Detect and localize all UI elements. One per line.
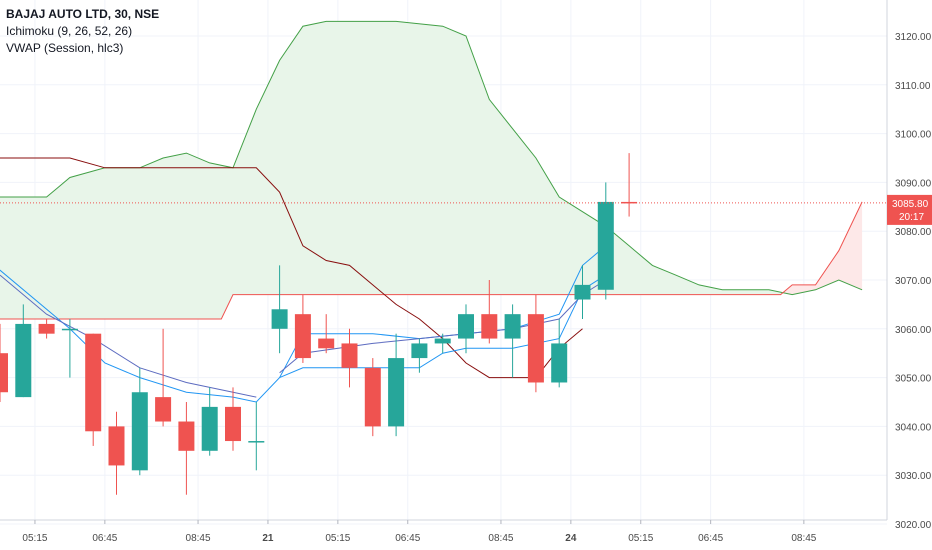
- price-tag: 3085.80 20:17: [887, 194, 932, 225]
- legend-ichimoku[interactable]: Ichimoku (9, 26, 52, 26): [6, 24, 133, 38]
- candle: [61, 319, 78, 378]
- price-tick-label: 3050.00: [895, 374, 932, 385]
- candle: [551, 319, 568, 388]
- candle-body: [458, 314, 474, 339]
- price-tick-label: 3090.00: [895, 178, 932, 189]
- time-tick-label: 06:45: [395, 533, 420, 544]
- candle: [155, 328, 172, 427]
- price-tick-label: 3030.00: [895, 471, 932, 482]
- candle: [411, 338, 428, 373]
- candle: [201, 387, 218, 456]
- candle-body: [551, 343, 568, 383]
- legend-vwap[interactable]: VWAP (Session, hlc3): [6, 41, 124, 55]
- time-tick-label: 05:15: [22, 533, 47, 544]
- candle: [574, 265, 591, 320]
- candle: [15, 304, 32, 398]
- price-tick-label: 3100.00: [895, 130, 932, 141]
- time-tick-label: 21: [262, 533, 274, 544]
- candle-body: [504, 314, 521, 339]
- candle-body: [294, 314, 311, 359]
- candle: [108, 411, 125, 495]
- candle: [318, 314, 335, 354]
- candle-body: [38, 323, 55, 334]
- candle: [0, 323, 8, 402]
- candle: [131, 367, 148, 476]
- candle: [294, 294, 311, 363]
- time-tick-label: 05:15: [628, 533, 653, 544]
- candle-body: [131, 392, 148, 471]
- candle: [504, 304, 521, 378]
- price-tick-label: 3080.00: [895, 227, 932, 238]
- time-tick-label: 06:45: [698, 533, 723, 544]
- plot-area: [0, 0, 887, 525]
- candle-body: [201, 406, 218, 451]
- candle-body: [597, 201, 614, 290]
- time-tick-label: 08:45: [186, 533, 211, 544]
- candle-body: [481, 314, 498, 339]
- candle-body: [388, 358, 405, 427]
- price-tag-value: 3085.80: [892, 199, 929, 210]
- candle-body: [108, 426, 125, 466]
- price-tick-label: 3020.00: [895, 520, 932, 531]
- candle-body: [364, 367, 381, 427]
- candle: [85, 333, 102, 446]
- time-tick-label: 06:45: [92, 533, 117, 544]
- candle: [341, 328, 358, 388]
- price-tick-label: 3070.00: [895, 276, 932, 287]
- candle-body: [178, 421, 195, 451]
- cloud-bullish: [0, 21, 783, 319]
- ichimoku-span-b-line: [0, 201, 863, 320]
- time-axis: 05:15 06:45 08:45 21 05:15 06:45 08:45 24 05:15 0…: [0, 519, 887, 544]
- price-tick-label: 3110.00: [895, 81, 931, 92]
- price-tick-label: 3120.00: [895, 32, 932, 43]
- candle: [38, 319, 55, 339]
- ichimoku-kijun-line: [0, 157, 583, 379]
- candle: [248, 402, 265, 471]
- candle-body: [527, 314, 544, 383]
- candle-body: [318, 338, 335, 349]
- candle: [458, 304, 474, 354]
- time-tick-label: 24: [565, 533, 577, 544]
- candle-body: [411, 343, 428, 359]
- candle-body: [61, 328, 78, 331]
- price-tag-countdown: 20:17: [899, 212, 924, 223]
- candle-body: [225, 406, 241, 442]
- candle: [597, 182, 614, 300]
- legend-symbol[interactable]: BAJAJ AUTO LTD, 30, NSE: [6, 7, 160, 21]
- candle-body: [574, 284, 591, 300]
- chart-legend: BAJAJ AUTO LTD, 30, NSE Ichimoku (9, 26,…: [6, 6, 159, 57]
- time-tick-label: 08:45: [488, 533, 513, 544]
- candle: [621, 153, 638, 217]
- candle: [527, 294, 544, 393]
- candle: [225, 387, 241, 451]
- candle-body: [85, 333, 102, 432]
- candle-body: [434, 338, 451, 344]
- candle: [481, 280, 498, 344]
- candle-body: [271, 309, 288, 329]
- cloud-bearish: [784, 201, 863, 295]
- candle: [388, 333, 405, 437]
- price-axis: 3020.00 3030.00 3040.00 3050.00 3060.00 3070.…: [886, 0, 932, 531]
- candle-body: [0, 353, 8, 393]
- candle: [434, 333, 451, 354]
- candle-body: [15, 323, 32, 398]
- price-tag-bg: [887, 194, 932, 225]
- candle: [364, 358, 381, 437]
- candle-body: [155, 397, 172, 422]
- time-tick-label: 05:15: [325, 533, 350, 544]
- candle: [178, 402, 195, 495]
- time-tick-label: 08:45: [791, 533, 816, 544]
- candle-body: [248, 441, 265, 443]
- price-tick-label: 3060.00: [895, 325, 932, 336]
- price-tick-label: 3040.00: [895, 422, 932, 433]
- candle: [271, 265, 288, 354]
- candle-body: [621, 201, 638, 204]
- candle-body: [341, 343, 358, 368]
